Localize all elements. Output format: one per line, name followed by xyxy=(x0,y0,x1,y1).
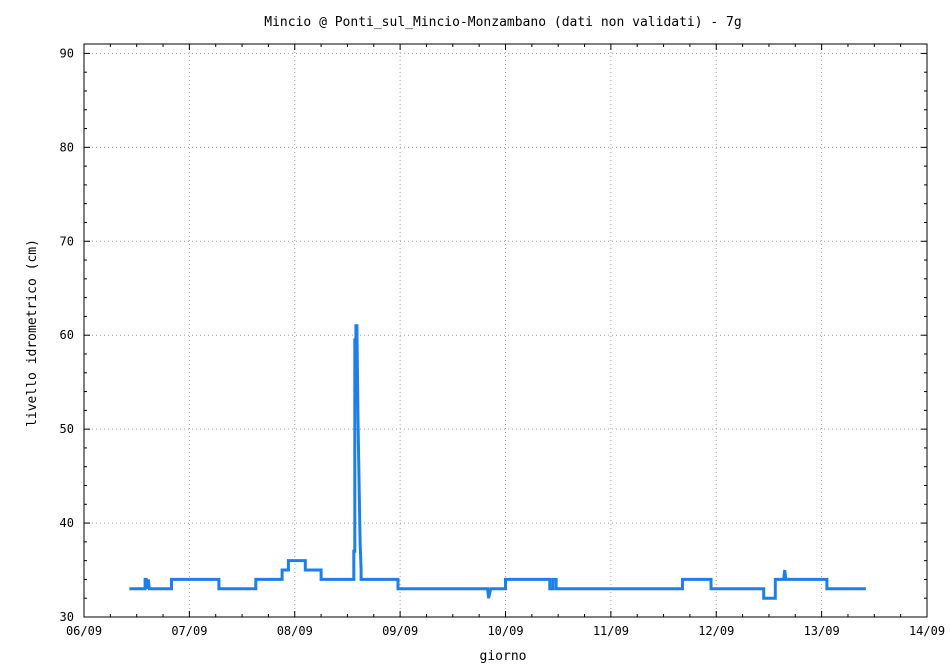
y-tick-label: 90 xyxy=(60,46,74,60)
x-tick-label: 08/09 xyxy=(277,624,313,638)
series-layer xyxy=(129,324,866,600)
x-tick-label: 10/09 xyxy=(487,624,523,638)
x-axis-label: giorno xyxy=(480,649,527,664)
x-tick-label: 09/09 xyxy=(382,624,418,638)
y-tick-label: 60 xyxy=(60,328,74,342)
y-tick-label: 50 xyxy=(60,422,74,436)
x-tick-label: 13/09 xyxy=(804,624,840,638)
x-tick-label: 11/09 xyxy=(593,624,629,638)
x-tick-label: 07/09 xyxy=(171,624,207,638)
series-line xyxy=(129,324,866,600)
y-tick-label: 30 xyxy=(60,610,74,624)
y-tick-label: 40 xyxy=(60,516,74,530)
plot-frame xyxy=(83,43,928,618)
x-tick-label: 06/09 xyxy=(66,624,102,638)
y-tick-label: 80 xyxy=(60,140,74,154)
x-tick-label: 12/09 xyxy=(698,624,734,638)
y-axis-label: livello idrometrico (cm) xyxy=(25,239,40,427)
x-tick-label: 14/09 xyxy=(909,624,945,638)
chart-title: Mincio @ Ponti_sul_Mincio-Monzambano (da… xyxy=(264,15,741,30)
y-tick-label: 70 xyxy=(60,234,74,248)
grid xyxy=(84,44,927,617)
